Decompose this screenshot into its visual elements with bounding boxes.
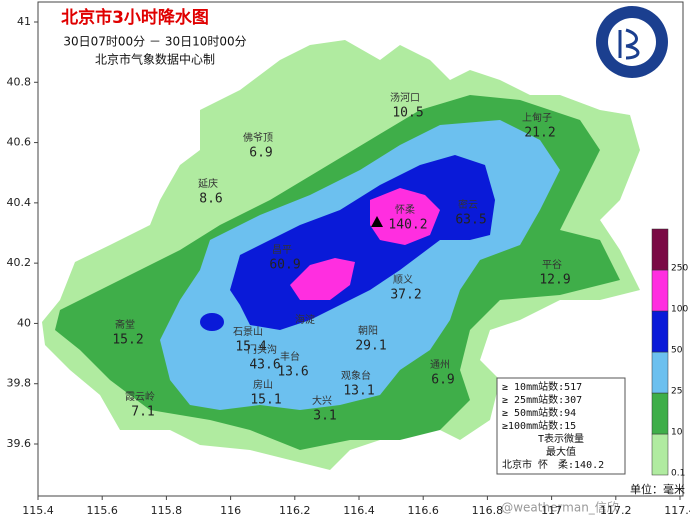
stat-line: ≥ 25mm站数:307 xyxy=(502,393,582,406)
region xyxy=(290,258,355,300)
lat-tick-label: 39.8 xyxy=(7,377,32,390)
lon-tick-label: 117.2 xyxy=(600,504,632,517)
lon-tick-label: 117.4 xyxy=(664,504,690,517)
stat-line: ≥ 10mm站数:517 xyxy=(502,380,582,393)
station-value: 3.1 xyxy=(313,409,336,424)
lon-tick-label: 115.6 xyxy=(86,504,118,517)
station-name: 上甸子 xyxy=(522,111,552,124)
station-name: 平谷 xyxy=(542,259,562,271)
station-name: 朝阳 xyxy=(358,325,378,337)
legend-swatch xyxy=(651,433,669,476)
region xyxy=(200,313,224,331)
station-name: 斋堂 xyxy=(115,318,135,331)
legend-swatch xyxy=(651,269,669,312)
station-value: 15.1 xyxy=(250,393,281,408)
station-value: 140.2 xyxy=(388,218,427,233)
station-value: 12.9 xyxy=(539,273,570,288)
lat-tick-label: 40 xyxy=(17,316,31,329)
max-marker xyxy=(371,216,383,227)
station-value: 13.1 xyxy=(343,384,374,399)
station-name: 大兴 xyxy=(312,394,332,407)
station-name: 房山 xyxy=(253,378,273,391)
station-value: 60.9 xyxy=(269,258,300,273)
period: 30日07时00分 － 30日10时00分 xyxy=(63,35,246,49)
station-name: 门头沟 xyxy=(247,343,277,356)
station-name: 怀柔 xyxy=(395,204,415,216)
station-value: 13.6 xyxy=(277,365,308,380)
lat-tick-label: 40.4 xyxy=(7,196,32,209)
stat-line: T表示微量 xyxy=(538,432,584,445)
station-name: 汤河口 xyxy=(390,91,420,104)
station-value: 21.2 xyxy=(524,126,555,141)
lon-tick-label: 115.8 xyxy=(151,504,183,517)
station-value: 8.6 xyxy=(199,192,222,207)
legend-swatch xyxy=(651,392,669,435)
station-value: 15.4 xyxy=(235,340,266,355)
legend-swatch xyxy=(651,310,669,353)
station-value: 63.5 xyxy=(455,213,486,228)
station-name: 密云 xyxy=(458,198,478,211)
watermark: @weatherman_信欣 xyxy=(501,501,619,515)
legend-unit: 单位：毫米 xyxy=(630,482,685,496)
lat-tick-label: 40.8 xyxy=(7,75,32,88)
legend-level: 10 xyxy=(671,428,683,438)
station-name: 佛爷顶 xyxy=(243,131,273,144)
lon-tick-label: 116.8 xyxy=(472,504,504,517)
stat-line: ≥100mm站数:15 xyxy=(502,419,576,432)
title: 北京市3小时降水图 xyxy=(61,7,209,28)
station-name: 延庆 xyxy=(198,177,218,190)
station-name: 通州 xyxy=(430,359,450,371)
stat-line: ≥ 50mm站数:94 xyxy=(502,406,576,419)
lat-tick-label: 40.2 xyxy=(7,256,32,269)
station-value: 15.2 xyxy=(112,333,143,348)
lat-tick-label: 40.6 xyxy=(7,136,32,149)
station-name: 霞云岭 xyxy=(125,390,155,403)
station-value: 43.6 xyxy=(249,358,280,373)
station-name: 丰台 xyxy=(280,350,300,363)
lat-tick-label: 41 xyxy=(17,15,31,28)
lon-tick-label: 116.6 xyxy=(407,504,439,517)
source: 北京市气象数据中心制 xyxy=(95,52,215,67)
station-name: 石景山 xyxy=(233,326,263,338)
station-name: 海淀 xyxy=(295,313,315,326)
station-value: 6.9 xyxy=(431,373,454,388)
station-value: 6.9 xyxy=(249,146,272,161)
stats-box xyxy=(496,377,626,475)
legend-level: 25 xyxy=(671,387,682,397)
regions xyxy=(42,40,640,470)
station-value: 7.1 xyxy=(131,405,154,420)
legend-swatch xyxy=(651,351,669,394)
station-name: 观象台 xyxy=(341,369,371,382)
lon-tick-label: 117 xyxy=(541,504,562,517)
lon-tick-label: 116 xyxy=(220,504,241,517)
lon-tick-label: 116.4 xyxy=(343,504,375,517)
region xyxy=(370,188,440,245)
map-frame xyxy=(37,1,684,497)
legend-level: 50 xyxy=(671,346,683,356)
logo-mark xyxy=(618,28,640,60)
legend-level: 100 xyxy=(671,305,688,315)
legend-level: 250 xyxy=(671,264,688,274)
lat-tick-label: 39.6 xyxy=(7,437,32,450)
stat-line: 北京市 怀 柔:140.2 xyxy=(502,458,604,471)
station-value: 37.2 xyxy=(390,288,421,303)
lon-tick-label: 116.2 xyxy=(279,504,311,517)
legend-swatch xyxy=(651,228,669,271)
legend-level: 0.1 xyxy=(671,469,685,479)
station-value: 10.5 xyxy=(392,106,423,121)
station-value: 29.1 xyxy=(355,339,386,354)
logo xyxy=(596,6,668,78)
station-name: 顺义 xyxy=(393,274,413,286)
station-name: 昌平 xyxy=(272,244,292,256)
stat-line: 最大值 xyxy=(546,445,576,458)
lon-tick-label: 115.4 xyxy=(22,504,54,517)
